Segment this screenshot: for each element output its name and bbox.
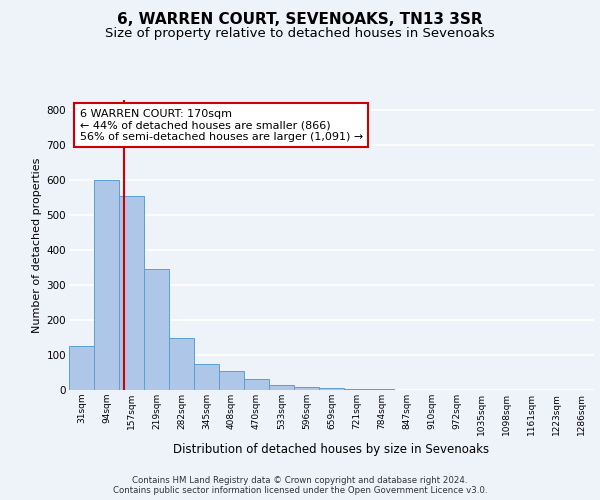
Text: Contains HM Land Registry data © Crown copyright and database right 2024.
Contai: Contains HM Land Registry data © Crown c… bbox=[113, 476, 487, 495]
Text: 6, WARREN COURT, SEVENOAKS, TN13 3SR: 6, WARREN COURT, SEVENOAKS, TN13 3SR bbox=[117, 12, 483, 28]
X-axis label: Distribution of detached houses by size in Sevenoaks: Distribution of detached houses by size … bbox=[173, 443, 490, 456]
Bar bbox=[344, 389, 369, 390]
Y-axis label: Number of detached properties: Number of detached properties bbox=[32, 158, 43, 332]
Bar bbox=[319, 388, 344, 390]
Bar bbox=[94, 180, 119, 390]
Bar bbox=[244, 379, 269, 390]
Bar bbox=[269, 385, 294, 390]
Text: 6 WARREN COURT: 170sqm
← 44% of detached houses are smaller (866)
56% of semi-de: 6 WARREN COURT: 170sqm ← 44% of detached… bbox=[79, 108, 363, 142]
Bar bbox=[219, 372, 244, 390]
Bar bbox=[144, 269, 169, 390]
Bar bbox=[294, 387, 319, 390]
Bar bbox=[194, 364, 219, 390]
Bar bbox=[69, 346, 94, 390]
Bar bbox=[169, 338, 194, 390]
Bar bbox=[119, 196, 144, 390]
Text: Size of property relative to detached houses in Sevenoaks: Size of property relative to detached ho… bbox=[105, 28, 495, 40]
